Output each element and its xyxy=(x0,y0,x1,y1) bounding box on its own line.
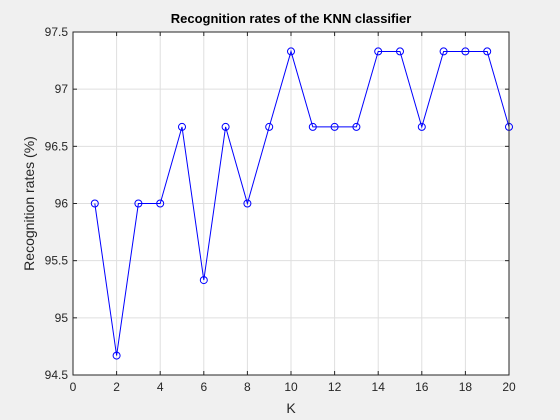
data-point xyxy=(243,199,252,208)
x-axis-label: K xyxy=(286,400,296,416)
x-tick-label: 2 xyxy=(113,380,120,394)
y-tick-label: 95.5 xyxy=(45,254,69,268)
data-point xyxy=(417,122,426,131)
x-tick-label: 12 xyxy=(328,380,342,394)
data-point xyxy=(265,122,274,131)
data-point xyxy=(483,47,492,56)
series-line xyxy=(94,49,510,356)
data-point xyxy=(112,351,121,360)
data-point xyxy=(156,199,165,208)
x-tick-label: 14 xyxy=(372,380,386,394)
x-tick-label: 8 xyxy=(244,380,251,394)
x-tick-label: 20 xyxy=(502,380,516,394)
data-point xyxy=(221,122,230,131)
data-point xyxy=(287,47,295,56)
x-tick-label: 16 xyxy=(415,380,429,394)
data-point xyxy=(352,122,361,131)
data-point xyxy=(134,199,143,208)
data-point xyxy=(461,47,470,56)
x-tick-label: 10 xyxy=(284,380,298,394)
y-tick-label: 96.5 xyxy=(45,139,69,153)
data-point xyxy=(308,122,317,131)
y-axis-label: Recognition rates (%) xyxy=(21,136,37,271)
series-layer xyxy=(90,47,513,360)
x-tick-label: 18 xyxy=(459,380,473,394)
chart-title: Recognition rates of the KNN classifier xyxy=(171,11,412,26)
data-point xyxy=(199,276,208,285)
y-tick-label: 95 xyxy=(55,311,69,325)
y-tick-label: 94.5 xyxy=(45,368,69,382)
data-point xyxy=(330,122,339,131)
data-point xyxy=(90,199,99,208)
ticks: 0 2 4 6 8 10 12 14 16 18 20 94.5 95 95.5 96 96.5 97 97.5 xyxy=(45,25,516,394)
data-point xyxy=(374,47,383,56)
x-tick-label: 0 xyxy=(70,380,77,394)
y-tick-label: 96 xyxy=(55,197,69,211)
y-tick-label: 97 xyxy=(55,82,69,96)
data-point xyxy=(178,122,186,131)
y-tick-label: 97.5 xyxy=(45,25,69,39)
data-point xyxy=(439,47,448,56)
data-point xyxy=(396,47,404,56)
x-tick-label: 4 xyxy=(157,380,164,394)
grid xyxy=(73,32,509,375)
x-tick-label: 6 xyxy=(200,380,207,394)
